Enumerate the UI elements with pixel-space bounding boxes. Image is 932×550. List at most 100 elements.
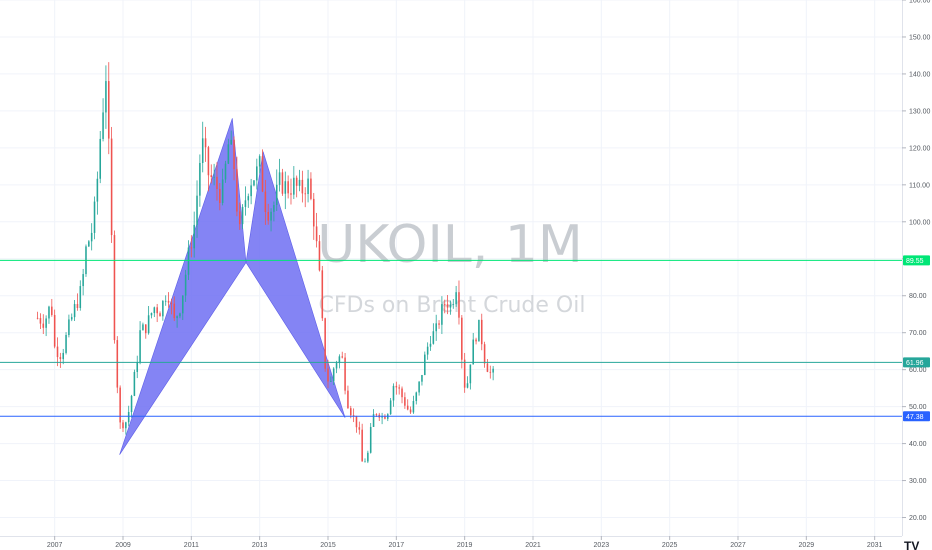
candle-body [213,176,215,178]
candle-body [424,354,426,375]
candle-body [466,383,469,388]
candle-body [39,318,42,324]
candle-body [489,371,492,373]
candle-body [352,415,355,416]
candle-body [344,357,346,391]
candle-body [156,307,158,314]
candle-body [301,179,304,194]
candles [36,62,494,464]
candle-body [463,359,466,388]
candle-body [401,388,403,398]
candle-body [79,286,82,308]
watermark-description: CFDs on Brent Crude Oil [319,293,586,318]
candle-body [293,177,295,195]
candle-body [295,177,298,186]
candle-body [193,224,195,249]
candle-body [105,81,107,113]
candle-body [315,226,318,242]
candle-body [284,181,287,194]
candle-body [122,422,124,429]
candle-body [70,317,73,320]
candle-body [90,232,93,242]
candle-body [264,191,267,212]
candle-body [273,205,275,212]
candle-body [36,317,39,319]
price-tick-label: 50.00 [909,404,927,411]
candle-body [162,300,164,317]
candle-body [452,304,455,305]
price-tick-label: 100.00 [909,219,931,226]
price-tick-label: 130.00 [909,108,931,115]
candle-body [361,429,363,462]
candle-body [93,201,96,233]
time-tick-label: 2011 [184,542,199,549]
candle-body [199,162,201,196]
candle-body [409,409,412,413]
candle-body [324,318,326,369]
time-tick-label: 2007 [47,542,63,549]
candle-body [486,363,489,372]
candle-body [238,211,241,225]
candle-body [458,292,460,318]
line-green-badge-label: 89.55 [906,258,924,265]
time-tick-label: 2015 [320,542,336,549]
candle-body [267,211,269,221]
price-tick-label: 70.00 [909,330,927,337]
candle-body [395,385,398,388]
price-tick-label: 120.00 [909,145,931,152]
candle-body [404,397,406,406]
candle-body [73,304,76,318]
candle-body [375,414,378,415]
candle-body [369,426,372,453]
time-tick-label: 2027 [730,542,746,549]
candle-body [170,302,173,304]
candle-body [159,313,161,317]
candle-body [207,147,210,176]
candle-body [480,319,483,345]
candle-body [455,292,457,305]
candle-body [478,319,480,342]
candle-body [253,180,255,186]
candle-body [204,138,207,148]
candle-body [304,193,307,195]
time-axis[interactable]: 2007 2009 2011 2013 2015 2017 2019 2021 2023 2025… [47,536,883,549]
horizontal-lines[interactable] [0,259,902,417]
candle-body [330,380,332,382]
candle-body [224,163,227,180]
candle-body [130,395,133,413]
candle-body [290,193,292,195]
watermark-symbol: UKOIL, 1M [317,215,583,275]
candle-body [241,206,244,225]
candle-body [216,176,218,189]
candle-body [230,139,232,145]
candle-body [167,300,170,303]
candle-body [139,330,141,363]
candle-body [446,304,449,308]
candle-body [443,304,446,305]
candle-body [62,352,64,360]
price-tick-label: 20.00 [909,515,927,522]
candle-body [133,371,136,396]
candle-body [113,235,116,341]
candle-body [258,156,261,167]
line-teal-badge-label: 61.96 [906,360,924,367]
candle-body [298,179,301,186]
candle-body [469,364,472,384]
candle-body [142,324,144,331]
price-labels: 89.55 61.96 47.38 [903,255,930,422]
candle-body [275,184,278,206]
tradingview-logo[interactable]: TV [902,539,932,550]
candle-body [256,166,258,181]
candle-body [270,211,272,221]
candle-body [398,387,400,389]
candle-body [227,144,230,164]
candle-body [179,313,181,317]
line-green-badge [903,255,930,266]
candle-body [435,323,437,332]
price-tick-label: 160.00 [909,0,931,5]
candle-body [99,138,102,179]
candle-body [461,317,463,360]
candle-body [483,344,486,364]
time-tick-label: 2023 [594,542,610,549]
